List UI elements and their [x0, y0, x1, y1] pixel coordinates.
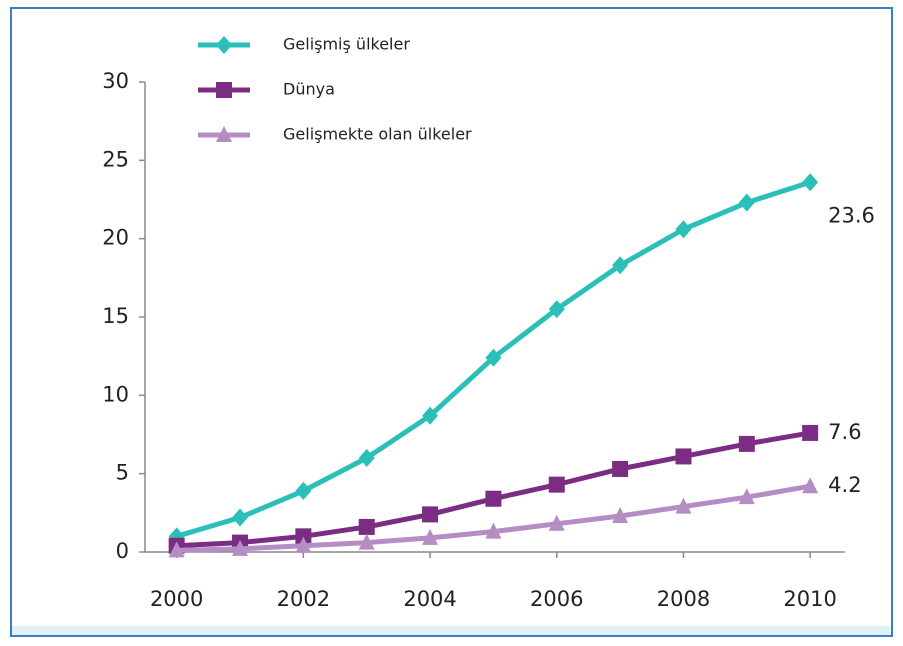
y-tick-label: 20 — [102, 226, 129, 250]
point — [168, 541, 185, 558]
x-tick-label: 2002 — [277, 587, 330, 611]
point — [548, 514, 565, 531]
x-tick-label: 2006 — [530, 587, 583, 611]
x-tick-label: 2010 — [783, 587, 836, 611]
data-label: 4.2 — [828, 473, 861, 497]
bottom-strip — [12, 626, 891, 635]
y-tick-label: 15 — [102, 304, 129, 328]
y-tick-label: 30 — [102, 69, 129, 93]
point — [485, 348, 502, 367]
point — [675, 220, 692, 239]
legend-marker — [216, 82, 232, 98]
point — [612, 256, 629, 275]
y-tick-label: 5 — [116, 461, 129, 485]
point — [802, 424, 819, 441]
point — [738, 488, 755, 505]
legend-label: Gelişmekte olan ülkeler — [283, 125, 472, 144]
point — [612, 506, 629, 523]
legend-marker — [216, 126, 232, 142]
data-label: 23.6 — [828, 203, 875, 227]
point — [232, 508, 249, 527]
point — [232, 539, 249, 556]
point — [358, 449, 375, 467]
point — [422, 406, 439, 425]
point — [612, 460, 629, 477]
frame — [10, 7, 893, 637]
point — [675, 448, 692, 465]
point — [802, 477, 819, 494]
point — [738, 193, 755, 212]
x-tick-label: 2008 — [657, 587, 710, 611]
point — [675, 497, 692, 514]
point — [295, 536, 312, 553]
x-tick-label: 2000 — [150, 587, 203, 611]
point — [422, 528, 439, 545]
y-tick-label: 25 — [102, 147, 129, 171]
y-tick-label: 0 — [116, 539, 129, 563]
point — [295, 528, 312, 545]
point — [548, 476, 565, 493]
point — [295, 481, 312, 500]
point — [358, 518, 375, 535]
point — [802, 173, 819, 192]
y-tick-label: 10 — [102, 382, 129, 406]
x-tick-label: 2004 — [403, 587, 456, 611]
point — [738, 435, 755, 452]
point — [358, 533, 375, 550]
legend-label: Dünya — [283, 80, 335, 99]
point — [485, 522, 502, 539]
legend-label: Gelişmiş ülkeler — [283, 35, 410, 54]
legend-marker — [216, 36, 232, 54]
point — [485, 490, 502, 507]
data-label: 7.6 — [828, 420, 861, 444]
point — [548, 300, 565, 319]
point — [422, 506, 439, 523]
